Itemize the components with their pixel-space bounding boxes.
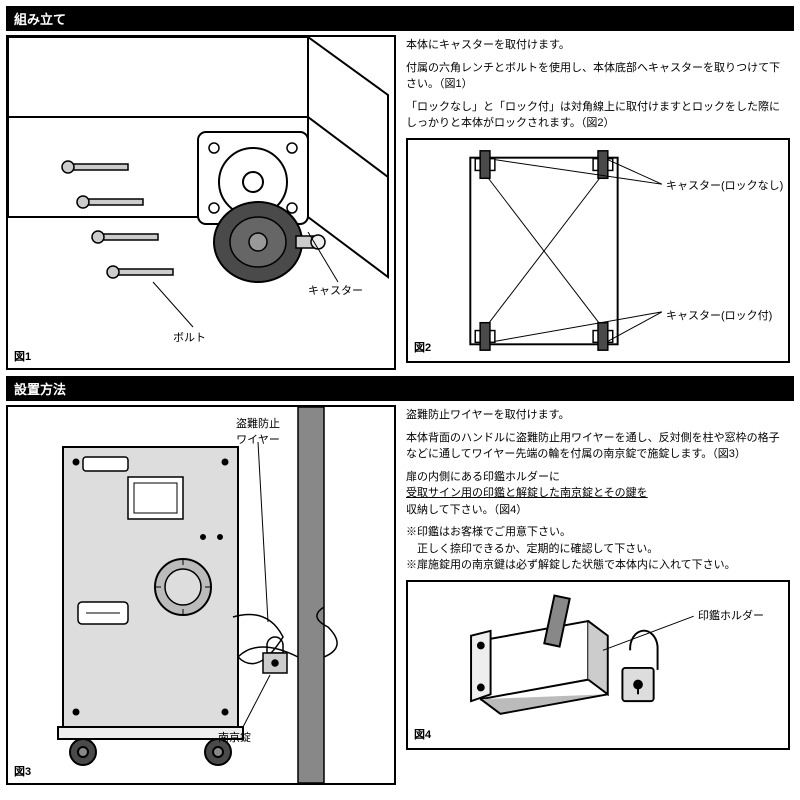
- s2-body2b: 受取サイン用の印鑑と解錠した南京錠とその鍵を: [406, 485, 790, 502]
- s2-body2a: 扉の内側にある印鑑ホルダーに: [406, 469, 790, 486]
- s2-intro: 盗難防止ワイヤーを取付けます。: [406, 407, 790, 424]
- s2-note1: ※印鑑はお客様でご用意下さい。: [406, 524, 790, 541]
- s1-body2: 「ロックなし」と「ロック付」は対角線上に取付けますとロックをした際にしっかりと本…: [406, 99, 790, 132]
- section2-text: 盗難防止ワイヤーを取付けます。 本体背面のハンドルに盗難防止用ワイヤーを通し、反…: [402, 405, 794, 785]
- s1-intro: 本体にキャスターを取付けます。: [406, 37, 790, 54]
- s2-note3: ※扉施錠用の南京鍵は必ず解錠した状態で本体内に入れて下さい。: [406, 557, 790, 574]
- fig1-caster-label: キャスター: [308, 282, 363, 298]
- figure-4: 印鑑ホルダー 図4: [406, 580, 790, 750]
- section-assembly-header: 組み立て: [6, 6, 794, 31]
- fig1-bolt-label: ボルト: [173, 329, 206, 345]
- fig2-label: 図2: [414, 340, 431, 357]
- figure-2: キャスター(ロックなし) キャスター(ロック付) 図2: [406, 138, 790, 363]
- section1-row: キャスター ボルト 図1 本体にキャスターを取付けます。 付属の六角レンチとボル…: [6, 35, 794, 370]
- fig1-label: 図1: [14, 348, 31, 364]
- s1-body1: 付属の六角レンチとボルトを使用し、本体底部へキャスターを取りつけて下さい。（図1…: [406, 60, 790, 93]
- section1-text: 本体にキャスターを取付けます。 付属の六角レンチとボルトを使用し、本体底部へキャ…: [402, 35, 794, 370]
- fig2-nolock-label: キャスター(ロックなし): [666, 178, 783, 195]
- fig3-padlock-label: 南京錠: [218, 729, 251, 745]
- figure-3: 盗難防止 ワイヤー 南京錠 図3: [6, 405, 396, 785]
- fig3-wire-label: 盗難防止 ワイヤー: [236, 415, 280, 447]
- s2-body1: 本体背面のハンドルに盗難防止用ワイヤーを通し、反対側を柱や窓枠の格子などに通して…: [406, 430, 790, 463]
- fig4-label: 図4: [414, 727, 431, 744]
- figure-1: キャスター ボルト 図1: [6, 35, 396, 370]
- section-install-header: 設置方法: [6, 376, 794, 401]
- s2-note2: 正しく捺印できるか、定期的に確認して下さい。: [406, 541, 790, 558]
- s2-body2c: 収納して下さい。（図4）: [406, 502, 790, 519]
- fig4-holder-label: 印鑑ホルダー: [698, 608, 764, 625]
- fig2-lock-label: キャスター(ロック付): [666, 308, 772, 325]
- fig3-label: 図3: [14, 763, 31, 779]
- section2-row: 盗難防止 ワイヤー 南京錠 図3 盗難防止ワイヤーを取付けます。 本体背面のハン…: [6, 405, 794, 785]
